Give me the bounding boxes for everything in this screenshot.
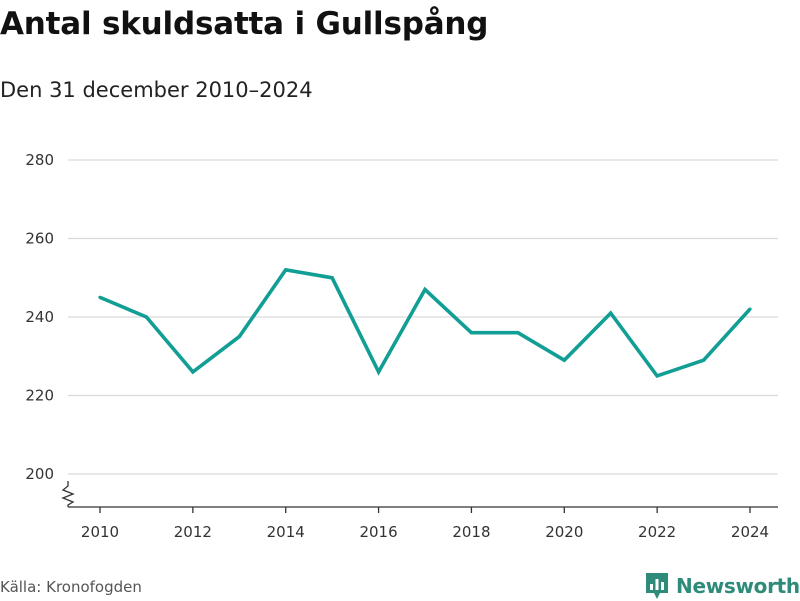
x-tick-label: 2012 (174, 523, 212, 541)
data-point (191, 370, 195, 374)
x-tick-label: 2020 (545, 523, 583, 541)
x-tick-label: 2014 (267, 523, 305, 541)
chart-subtitle: Den 31 december 2010–2024 (0, 78, 313, 102)
gridlines (68, 159, 778, 475)
y-axis-break-icon (61, 481, 75, 507)
axis-break-zigzag (61, 481, 75, 507)
y-axis-ticks: 200 220 240 260 280 (25, 151, 54, 483)
source-note: Källa: Kronofogden (0, 578, 142, 596)
data-point (376, 370, 381, 374)
data-point (237, 335, 241, 339)
y-tick-label: 200 (25, 465, 54, 483)
line-chart: 200 220 240 260 280 2010 2012 2014 2016 2018 2020… (25, 151, 778, 541)
series-layer (98, 267, 752, 379)
data-point (330, 276, 334, 280)
chart-title: Antal skuldsatta i Gullspång (0, 6, 489, 42)
data-point (562, 358, 566, 362)
data-point (748, 307, 752, 311)
x-tick-label: 2010 (81, 523, 119, 541)
x-tick-label: 2022 (638, 523, 676, 541)
brand-name: Newsworthy (676, 574, 800, 598)
x-tick-label: 2024 (731, 523, 769, 541)
series-line-0 (99, 267, 752, 379)
y-tick-label: 220 (25, 387, 54, 405)
data-point (701, 358, 706, 362)
x-tick-label: 2016 (359, 523, 397, 541)
data-point (98, 295, 102, 299)
data-point (655, 374, 659, 378)
data-point (284, 268, 288, 272)
y-tick-label: 280 (25, 151, 54, 169)
x-axis-ticks: 2010 2012 2014 2016 2018 2020 2022 2024 (81, 507, 769, 541)
data-point (469, 331, 474, 335)
data-point (144, 315, 149, 319)
y-tick-label: 260 (25, 230, 54, 248)
y-tick-label: 240 (25, 308, 54, 326)
data-point (423, 287, 427, 292)
data-point (609, 311, 613, 315)
brand-logo: Newsworthy (645, 571, 800, 601)
bar-chart-logo-icon (646, 573, 668, 599)
data-point (516, 331, 520, 335)
x-tick-label: 2018 (452, 523, 490, 541)
